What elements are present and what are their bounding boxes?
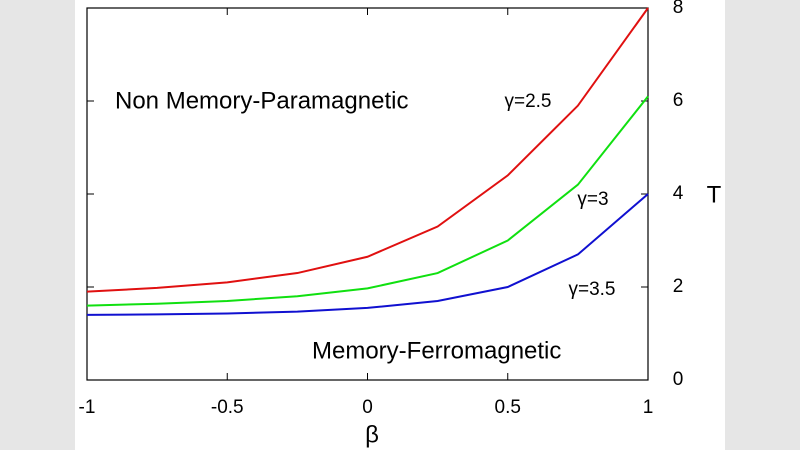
y-tick-label: 2 — [673, 276, 684, 297]
series-line — [86, 7, 649, 293]
series-line — [86, 95, 649, 307]
y-tick-label: 4 — [673, 183, 684, 204]
x-tick-label: 0 — [362, 397, 373, 418]
x-tick-label: 1 — [643, 397, 654, 418]
x-tick-label: -1 — [79, 397, 96, 418]
y-axis-label: T — [707, 181, 722, 208]
y-tick-label: 0 — [673, 369, 684, 390]
series-label: γ=3.5 — [568, 279, 615, 300]
side-panel — [725, 0, 800, 450]
plot-frame — [86, 7, 649, 381]
y-tick-label: 8 — [673, 0, 684, 18]
x-axis-label: β — [365, 421, 379, 448]
annotation: Memory-Ferromagnetic — [312, 337, 561, 364]
annotation: Non Memory-Paramagnetic — [115, 87, 408, 114]
side-panel — [0, 0, 75, 450]
series-line — [86, 193, 649, 316]
x-tick-label: 0.5 — [495, 397, 521, 418]
x-tick-label: -0.5 — [211, 397, 244, 418]
series-label: γ=2.5 — [504, 91, 551, 112]
series-label: γ=3 — [577, 189, 608, 210]
y-tick-label: 6 — [673, 90, 684, 111]
